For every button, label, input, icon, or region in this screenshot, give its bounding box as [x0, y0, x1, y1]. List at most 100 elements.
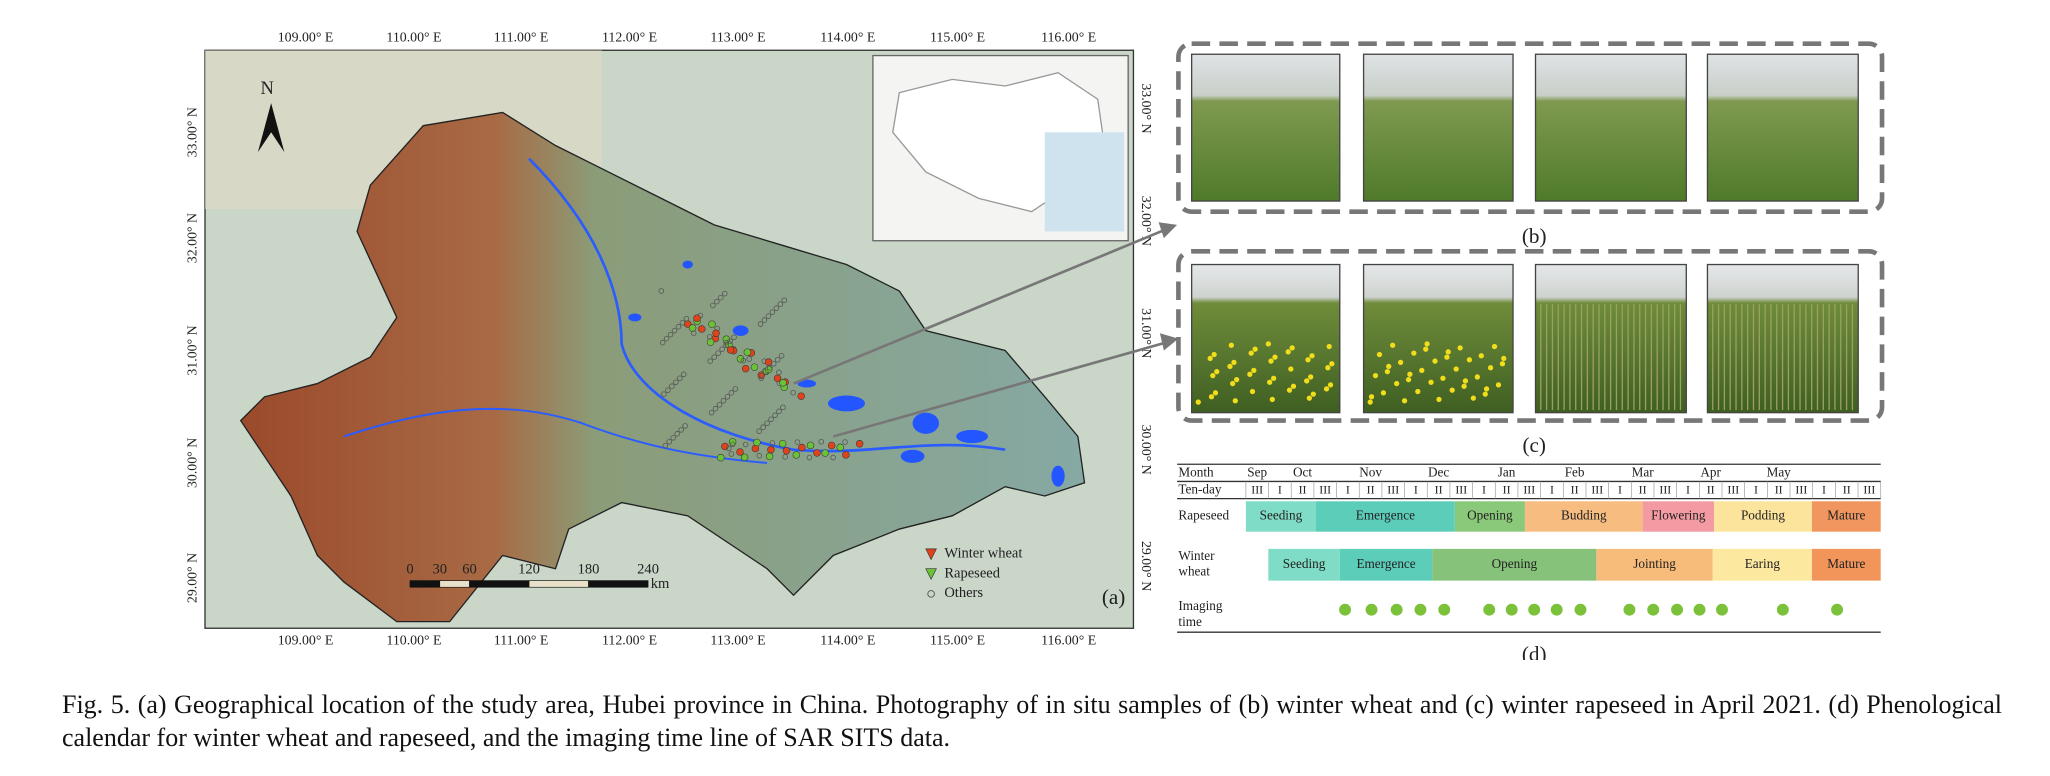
panel-label: (c)	[1522, 433, 1545, 457]
month-label: Oct	[1293, 465, 1312, 480]
flower	[1376, 351, 1383, 358]
flower	[1397, 359, 1404, 366]
flower	[1419, 367, 1425, 373]
lakes	[628, 260, 1065, 487]
sample-rapeseed	[750, 363, 759, 371]
tenday-label: III	[1251, 482, 1263, 496]
sample-other	[667, 331, 674, 338]
sample-rapeseed	[765, 452, 774, 461]
sample-other	[683, 315, 690, 322]
stage-label: Opening	[1467, 508, 1513, 523]
tenday-label: III	[1319, 482, 1331, 496]
month-label: May	[1767, 465, 1792, 480]
imaging-dot	[1671, 603, 1683, 616]
lon-label: 112.00° E	[602, 634, 657, 649]
sample-other	[661, 391, 667, 397]
sample-wheat	[782, 447, 791, 455]
flower	[1428, 379, 1434, 385]
sample-other	[776, 408, 782, 415]
sample-wheat	[741, 364, 750, 373]
sample-other	[678, 427, 684, 433]
flower	[1214, 369, 1220, 375]
lat-label: 33.00° N	[1138, 83, 1153, 133]
stage-bar	[1339, 548, 1433, 581]
imaging-dot	[1483, 603, 1496, 616]
lake	[827, 395, 865, 412]
stage-bar	[1712, 548, 1812, 581]
sample-other	[712, 405, 719, 412]
sample-wheat	[751, 444, 760, 453]
sample-rapeseed	[736, 355, 745, 363]
sample-other	[669, 383, 675, 389]
stage-bar	[1714, 501, 1812, 532]
tenday-label: II	[1367, 482, 1375, 496]
photo-group-c	[1176, 248, 1885, 423]
sample-rapeseed	[778, 439, 787, 448]
sample-other	[731, 334, 737, 341]
field-photo	[1362, 53, 1514, 202]
sample-other	[671, 327, 678, 334]
stage-label: Jointing	[1633, 556, 1676, 571]
flower	[1305, 357, 1311, 363]
flower	[1207, 355, 1213, 362]
flower	[1288, 366, 1294, 372]
sample-other	[761, 317, 768, 323]
tenday-label: I	[1754, 482, 1758, 496]
map-axis-labels: 109.00° E 110.00° E 111.00° E 112.00° E 113.…	[185, 31, 1153, 649]
sample-other	[658, 288, 665, 294]
sample-other	[777, 301, 784, 307]
sample-other	[719, 346, 725, 352]
imaging-dot	[1414, 603, 1427, 616]
month-label: Nov	[1359, 465, 1382, 480]
flower	[1286, 387, 1293, 393]
lat-label: 33.00° N	[185, 107, 200, 157]
tenday-label: III	[1387, 482, 1399, 496]
flower	[1232, 398, 1238, 404]
tenday-label: II	[1435, 482, 1443, 496]
tenday-label: I	[1414, 482, 1418, 496]
sample-wheat	[855, 440, 864, 448]
north-label: N	[261, 79, 274, 99]
row-label: Rapeseed	[1178, 508, 1229, 523]
flower	[1449, 387, 1455, 393]
map-legend: Winter wheat Rapeseed Others	[925, 546, 1022, 601]
sample-other	[728, 390, 735, 396]
sample-other	[714, 298, 720, 305]
sample-other	[723, 342, 729, 348]
lon-label: 116.00° E	[1041, 634, 1096, 649]
imaging-dot	[1574, 603, 1587, 616]
sample-wheat	[693, 314, 701, 322]
sample-other	[830, 454, 836, 461]
lake	[912, 412, 940, 434]
flower	[1329, 361, 1335, 367]
sample-other	[727, 338, 733, 345]
lake	[1051, 465, 1065, 487]
sample-other	[778, 353, 785, 359]
arrow-head	[1158, 222, 1178, 239]
sample-wheat	[842, 451, 850, 459]
sample-other	[790, 389, 796, 396]
flower	[1230, 380, 1236, 387]
flower	[1252, 346, 1258, 352]
tenday-label: III	[1591, 482, 1603, 496]
sample-wheat	[698, 325, 706, 333]
flower	[1308, 374, 1314, 380]
scale-label: 0	[406, 561, 413, 577]
stage-bar	[1432, 548, 1597, 581]
flower	[1470, 395, 1476, 401]
flower	[1386, 363, 1392, 370]
lon-label: 110.00° E	[386, 634, 441, 649]
flower	[1271, 375, 1277, 381]
sample-rapeseed	[836, 443, 844, 452]
flower	[1401, 398, 1408, 404]
sample-other	[662, 442, 669, 449]
lake	[797, 379, 817, 388]
flower	[1457, 345, 1463, 351]
sample-other	[746, 356, 753, 362]
month-label: Dec	[1428, 465, 1449, 480]
flower	[1211, 351, 1217, 358]
flower	[1248, 350, 1254, 356]
row-label: Winter wheat	[1178, 548, 1215, 579]
sample-other	[673, 379, 679, 386]
